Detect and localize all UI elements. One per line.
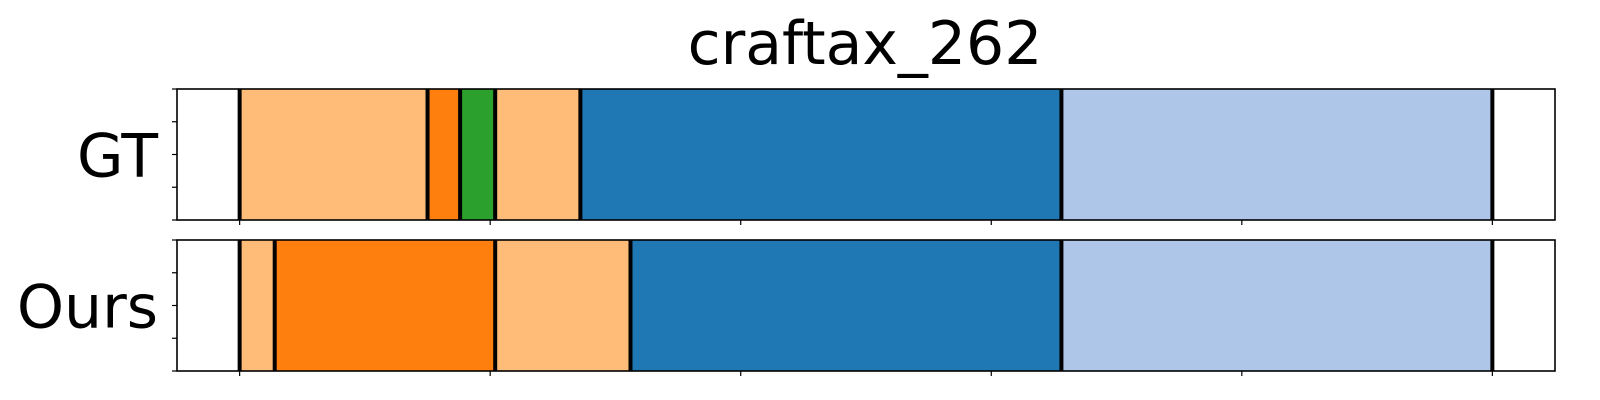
segment-bar [630,240,1062,371]
segment-bar [427,89,461,220]
chart-title: craftax_262 [688,9,1043,79]
segment-bar [495,240,631,371]
segment-bar [239,89,428,220]
segment-bar [460,89,496,220]
segment-bar [1061,89,1493,220]
row-label: Ours [17,273,158,343]
segment-bar [274,240,496,371]
row-label: GT [77,122,158,192]
segment-bar [495,89,581,220]
rows-group: GT Ours [17,88,1556,376]
row-gt: GT [77,88,1556,225]
segment-bar [580,89,1062,220]
row-ours: Ours [17,239,1556,376]
segment-bar [1061,240,1493,371]
segment-bar [239,240,275,371]
